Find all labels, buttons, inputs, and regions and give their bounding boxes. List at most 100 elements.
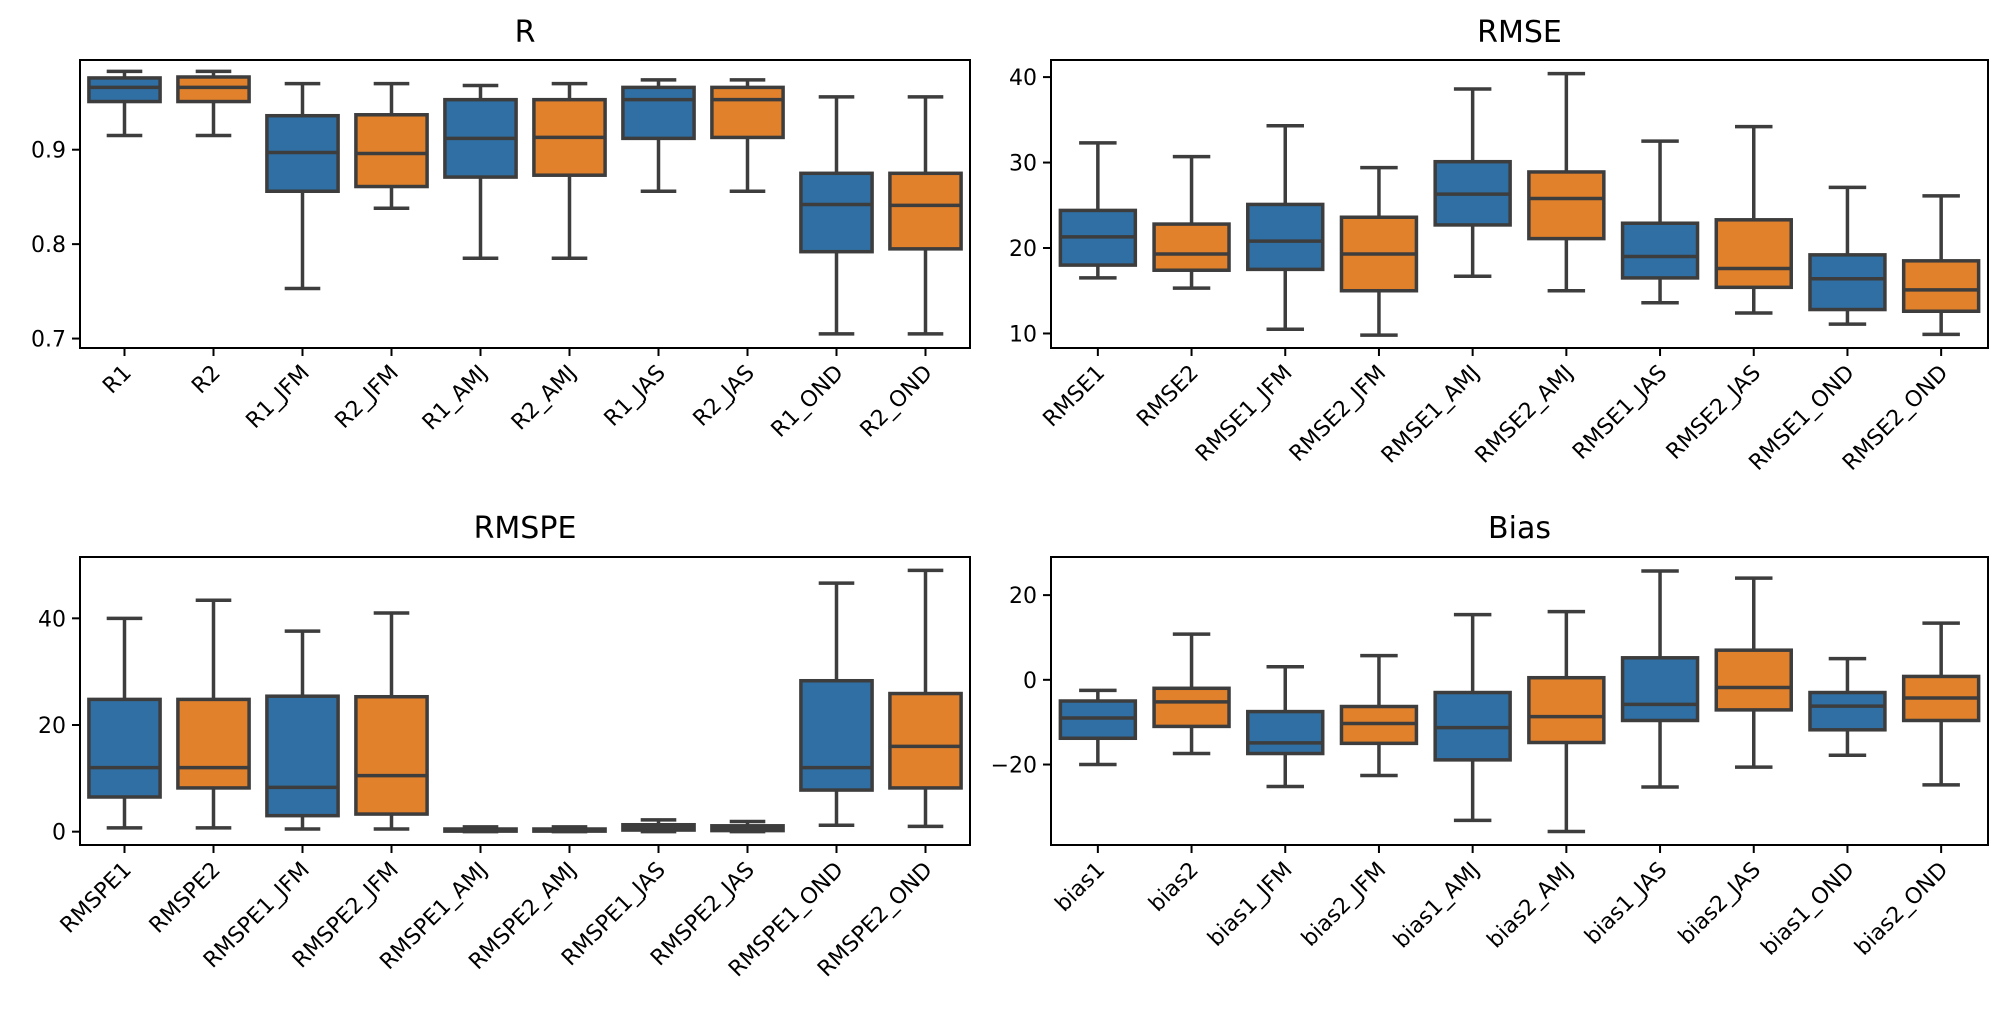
r-box-R1_JFM [265,81,340,291]
bias-box-bias1 [1058,688,1138,767]
rmse-box-RMSE1_OND [1808,185,1887,326]
rmspe-box-RMSPE2_OND [888,568,963,829]
bias-box-bias2 [1152,632,1231,756]
rmspe-ytick-label: 0 [52,821,66,846]
bias-box-bias1_OND [1808,656,1887,757]
r-xtick-label: R1_JAS [600,361,671,432]
iqr-box [87,76,162,104]
bias-ytick-label: 20 [1009,584,1037,609]
rmspe-box-RMSPE1 [87,616,162,830]
rmspe-box-RMSPE2_AMJ [532,825,607,834]
rmse-xtick-label: RMSE2 [1132,361,1204,433]
bias-box-bias2_JFM [1339,653,1419,778]
rmspe-box-RMSPE2_JFM [354,611,429,831]
rmse-xtick-label: RMSE2_JFM [1285,361,1391,467]
rmse-box-RMSE2_AMJ [1527,71,1606,293]
rmse-box-RMSE1_AMJ [1433,87,1512,278]
iqr-box [1246,202,1325,272]
bias-axes-frame [1050,556,1989,846]
r-xtick-label: R2_AMJ [507,361,582,436]
r-ytick-label: 0.8 [31,233,66,258]
r-xtick-label: R1_OND [767,361,849,443]
iqr-box [1152,222,1231,272]
iqr-box [1152,686,1231,729]
bias-box-bias2_AMJ [1527,609,1606,834]
rmse-axes-frame [1050,59,1989,349]
iqr-box [1527,675,1606,745]
iqr-box [1808,690,1887,732]
iqr-box [1620,221,1700,280]
rmse-box-RMSE1 [1058,141,1138,280]
iqr-box [1714,648,1793,712]
iqr-box [87,697,162,799]
r-box-R2_AMJ [532,81,607,261]
rmse-box-RMSE1_JAS [1620,139,1700,305]
r-xtick-label: R2 [187,361,225,399]
rmse-xtick-label: RMSE1_JAS [1568,361,1672,465]
bias-title: Bias [1488,511,1551,546]
rmse-xtick-label: RMSE1_AMJ [1377,361,1485,469]
iqr-box [1808,253,1887,312]
iqr-box [1527,170,1606,241]
iqr-box [799,678,874,792]
bias-ytick-label: −20 [991,754,1037,779]
iqr-box [1901,259,1981,314]
rmse-xtick-label: RMSE1_JFM [1191,361,1297,467]
r-xtick-label: R2_JFM [331,361,404,434]
iqr-box [1620,656,1700,723]
rmspe-ytick-label: 20 [38,714,66,739]
bias-xtick-label: bias2_JAS [1674,858,1766,950]
rmse-box-RMSE1_JFM [1246,124,1325,331]
iqr-box [1246,709,1325,756]
r-box-R1_OND [799,95,874,336]
iqr-box [799,171,874,254]
r-title: R [515,15,536,50]
rmspe-xtick-label: RMSPE1 [56,858,137,939]
rmse-box-RMSE2_JAS [1714,124,1793,315]
r-box-R2_JFM [354,81,429,210]
bias-box-bias1_JFM [1246,664,1325,789]
rmspe-title: RMSPE [474,511,577,546]
iqr-box [176,697,251,790]
rmse-box-RMSE2_JFM [1339,165,1419,337]
rmse-ytick-label: 20 [1009,237,1037,262]
rmspe-box-RMSPE1_OND [799,581,874,828]
bias-xtick-label: bias1_OND [1757,858,1860,961]
rmspe-box-RMSPE1_JAS [621,818,696,834]
bias-xtick-label: bias1 [1051,858,1110,917]
r-xtick-label: R2_OND [856,361,938,443]
rmspe-box-RMSPE2_JAS [710,819,785,834]
rmse-xtick-label: RMSE1 [1039,361,1111,433]
bias-xtick-label: bias2_JFM [1297,858,1391,952]
rmse-box-RMSE2_OND [1901,194,1981,337]
iqr-box [176,75,251,104]
bias-box-bias2_OND [1901,621,1981,787]
rmse-ytick-label: 40 [1009,66,1037,91]
r-xtick-label: R1_JFM [242,361,315,434]
rmspe-box-RMSPE2 [176,598,251,830]
rmse-box-RMSE2 [1152,154,1231,290]
iqr-box [888,171,963,251]
r-xtick-label: R1 [98,361,136,399]
r-ytick-label: 0.9 [31,139,66,164]
panel-rmse: RMSE 10 20 30 40 RMSE1 RMSE2RMSE1_JFMRMSE2_JFM… [1009,15,1989,476]
r-ytick-label: 0.7 [31,328,66,353]
r-box-R1_JAS [621,78,696,194]
r-xtick-label: R1_AMJ [418,361,493,436]
iqr-box [354,694,429,816]
r-box-R2_OND [888,95,963,336]
iqr-box [1714,218,1793,290]
rmspe-xtick-label: RMSPE2 [145,858,226,939]
bias-xtick-label: bias2 [1144,858,1203,917]
iqr-box [888,691,963,790]
panel-r: R 0.7 0.8 0.9 R1 R2 R1_JFM R2_JFM R1_AMJ R2_AMJ R1… [31,15,971,443]
r-xtick-label: R2_JAS [689,361,760,432]
bias-xtick-label: bias2_AMJ [1483,858,1579,954]
rmse-ytick-label: 30 [1009,152,1037,177]
bias-xtick-label: bias1_JFM [1203,858,1297,952]
rmspe-ytick-label: 40 [38,607,66,632]
rmspe-axes-frame [79,556,971,846]
r-box-R1_AMJ [443,83,518,261]
